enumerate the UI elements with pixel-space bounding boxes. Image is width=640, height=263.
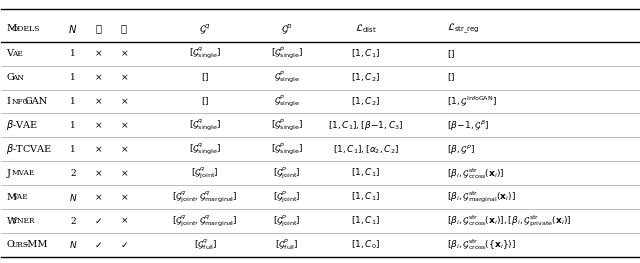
Text: $\times$: $\times$ (94, 49, 102, 58)
Text: -MM: -MM (24, 240, 48, 250)
Text: $[]$: $[]$ (201, 96, 209, 107)
Text: $\times$: $\times$ (94, 145, 102, 154)
Text: $\times$: $\times$ (94, 97, 102, 106)
Text: $[1, C_0]$: $[1, C_0]$ (351, 239, 380, 251)
Text: $[\mathcal{G}^p_{\mathrm{single}}]$: $[\mathcal{G}^p_{\mathrm{single}}]$ (271, 141, 303, 157)
Text: I: I (6, 97, 10, 106)
Text: $[1, C_2]$: $[1, C_2]$ (351, 95, 380, 108)
Text: $[\mathcal{G}^q_{\mathrm{joint}}]$: $[\mathcal{G}^q_{\mathrm{joint}}]$ (191, 165, 219, 181)
Text: $\times$: $\times$ (94, 121, 102, 130)
Text: 1: 1 (70, 49, 76, 58)
Text: ①: ① (95, 24, 101, 33)
Text: $\mathcal{G}^q$: $\mathcal{G}^q$ (199, 22, 211, 36)
Text: AN: AN (12, 74, 24, 82)
Text: $[1,C_1],[\beta\!-\!1,C_3]$: $[1,C_1],[\beta\!-\!1,C_3]$ (328, 119, 404, 132)
Text: $\checkmark$: $\checkmark$ (94, 216, 102, 226)
Text: M: M (6, 24, 17, 33)
Text: $[\mathcal{G}^q_{\mathrm{full}}]$: $[\mathcal{G}^q_{\mathrm{full}}]$ (193, 237, 217, 252)
Text: $N$: $N$ (68, 23, 77, 35)
Text: $[1, C_1]$: $[1, C_1]$ (351, 47, 380, 60)
Text: $[\mathcal{G}^q_{\mathrm{single}}]$: $[\mathcal{G}^q_{\mathrm{single}}]$ (189, 46, 221, 62)
Text: $[\mathcal{G}^q_{\mathrm{single}}]$: $[\mathcal{G}^q_{\mathrm{single}}]$ (189, 141, 221, 157)
Text: NFO: NFO (12, 98, 29, 105)
Text: W: W (6, 216, 17, 226)
Text: V: V (6, 49, 13, 58)
Text: $\times$: $\times$ (120, 216, 128, 226)
Text: 1: 1 (70, 145, 76, 154)
Text: 1: 1 (70, 73, 76, 82)
Text: $\times$: $\times$ (120, 145, 128, 154)
Text: $N$: $N$ (68, 240, 77, 250)
Text: ODELS: ODELS (12, 25, 40, 33)
Text: $[1, C_1]$: $[1, C_1]$ (351, 167, 380, 179)
Text: $[\beta_i,\mathcal{G}^{\mathrm{str}}_{\mathrm{cross}}(\mathbf{x}_i)],[\beta_i,\m: $[\beta_i,\mathcal{G}^{\mathrm{str}}_{\m… (447, 213, 572, 229)
Text: $[1, \mathcal{G}^{\mathrm{InfoGAN}}]$: $[1, \mathcal{G}^{\mathrm{InfoGAN}}]$ (447, 95, 497, 108)
Text: $[\mathcal{G}^q_{\mathrm{joint}}, \mathcal{G}^q_{\mathrm{marginal}}]$: $[\mathcal{G}^q_{\mathrm{joint}}, \mathc… (172, 213, 238, 229)
Text: $[\mathcal{G}^p_{\mathrm{joint}}]$: $[\mathcal{G}^p_{\mathrm{joint}}]$ (273, 165, 301, 181)
Text: $\times$: $\times$ (120, 97, 128, 106)
Text: 1: 1 (70, 121, 76, 130)
Text: ②: ② (121, 24, 127, 33)
Text: $\times$: $\times$ (120, 73, 128, 82)
Text: MVAE: MVAE (12, 169, 35, 177)
Text: $[\mathcal{G}^q_{\mathrm{single}}]$: $[\mathcal{G}^q_{\mathrm{single}}]$ (189, 118, 221, 133)
Text: $\times$: $\times$ (120, 193, 128, 202)
Text: $[\mathcal{G}^p_{\mathrm{full}}]$: $[\mathcal{G}^p_{\mathrm{full}}]$ (275, 237, 299, 252)
Text: $[1,C_1],[\alpha_2, C_2]$: $[1,C_1],[\alpha_2, C_2]$ (333, 143, 399, 156)
Text: $[\mathcal{G}^p_{\mathrm{single}}]$: $[\mathcal{G}^p_{\mathrm{single}}]$ (271, 46, 303, 62)
Text: $[\mathcal{G}^p_{\mathrm{single}}]$: $[\mathcal{G}^p_{\mathrm{single}}]$ (271, 118, 303, 133)
Text: $\checkmark$: $\checkmark$ (120, 240, 128, 250)
Text: $\times$: $\times$ (120, 121, 128, 130)
Text: $[]$: $[]$ (201, 72, 209, 83)
Text: $\checkmark$: $\checkmark$ (94, 240, 102, 250)
Text: $[\mathcal{G}^q_{\mathrm{joint}}, \mathcal{G}^q_{\mathrm{marginal}}]$: $[\mathcal{G}^q_{\mathrm{joint}}, \mathc… (172, 189, 238, 205)
Text: $[\mathcal{G}^p_{\mathrm{joint}}]$: $[\mathcal{G}^p_{\mathrm{joint}}]$ (273, 213, 301, 229)
Text: AE: AE (12, 50, 22, 58)
Text: YNER: YNER (12, 217, 35, 225)
Text: M: M (6, 193, 17, 202)
Text: VAE: VAE (12, 193, 28, 201)
Text: $\beta$-TCVAE: $\beta$-TCVAE (6, 142, 52, 156)
Text: $\times$: $\times$ (120, 169, 128, 178)
Text: $[]$: $[]$ (447, 48, 456, 59)
Text: $\times$: $\times$ (94, 193, 102, 202)
Text: $\times$: $\times$ (94, 169, 102, 178)
Text: 2: 2 (70, 169, 76, 178)
Text: $[1, C_1]$: $[1, C_1]$ (351, 215, 380, 227)
Text: $[1, C_1]$: $[1, C_1]$ (351, 191, 380, 203)
Text: $[\mathcal{G}^p_{\mathrm{joint}}]$: $[\mathcal{G}^p_{\mathrm{joint}}]$ (273, 189, 301, 205)
Text: $[]$: $[]$ (447, 72, 456, 83)
Text: $[1, C_2]$: $[1, C_2]$ (351, 71, 380, 84)
Text: URS: URS (12, 241, 29, 249)
Text: $[\beta, \mathcal{G}^p]$: $[\beta, \mathcal{G}^p]$ (447, 143, 476, 156)
Text: $N$: $N$ (68, 192, 77, 203)
Text: J: J (6, 169, 10, 178)
Text: 1: 1 (70, 97, 76, 106)
Text: $\times$: $\times$ (94, 73, 102, 82)
Text: $\times$: $\times$ (120, 49, 128, 58)
Text: 2: 2 (70, 216, 76, 226)
Text: GAN: GAN (24, 97, 48, 106)
Text: $\beta$-VAE: $\beta$-VAE (6, 118, 38, 132)
Text: $[\beta_i, \mathcal{G}^{\mathrm{str}}_{\mathrm{marginal}}(\mathbf{x}_i)]$: $[\beta_i, \mathcal{G}^{\mathrm{str}}_{\… (447, 189, 516, 205)
Text: $\mathcal{L}_{\mathrm{str\_reg}}$: $\mathcal{L}_{\mathrm{str\_reg}}$ (447, 22, 480, 36)
Text: $[\beta_i, \mathcal{G}^{\mathrm{str}}_{\mathrm{cross}}(\{\mathbf{x}_i\})]$: $[\beta_i, \mathcal{G}^{\mathrm{str}}_{\… (447, 237, 516, 252)
Text: $[\beta\!-\!1,\mathcal{G}^{\beta}]$: $[\beta\!-\!1,\mathcal{G}^{\beta}]$ (447, 118, 490, 133)
Text: O: O (6, 240, 14, 250)
Text: $\mathcal{G}^p_{\mathrm{single}}$: $\mathcal{G}^p_{\mathrm{single}}$ (274, 70, 300, 85)
Text: $\mathcal{L}_{\mathrm{dist}}$: $\mathcal{L}_{\mathrm{dist}}$ (355, 22, 377, 35)
Text: $\mathcal{G}^p$: $\mathcal{G}^p$ (281, 22, 293, 36)
Text: $[\beta_i, \mathcal{G}^{\mathrm{str}}_{\mathrm{cross}}(\mathbf{x}_i)]$: $[\beta_i, \mathcal{G}^{\mathrm{str}}_{\… (447, 166, 505, 181)
Text: G: G (6, 73, 14, 82)
Text: $\mathcal{G}^p_{\mathrm{single}}$: $\mathcal{G}^p_{\mathrm{single}}$ (274, 94, 300, 109)
